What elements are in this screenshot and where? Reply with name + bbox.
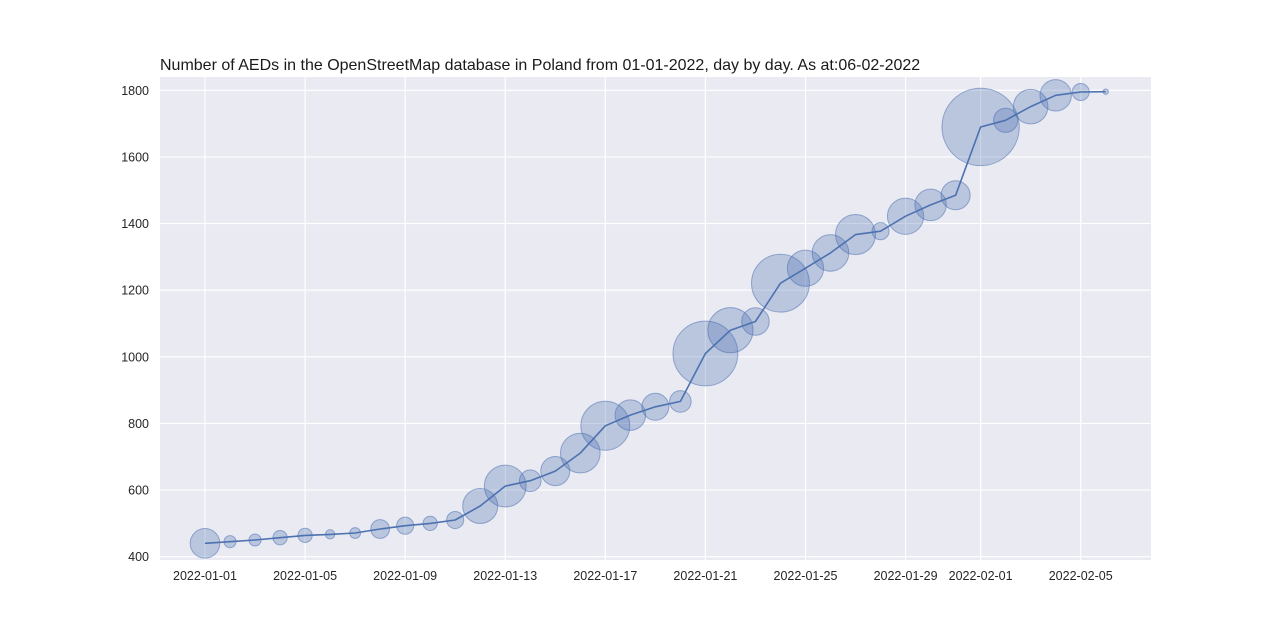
x-tick-label: 2022-01-01 bbox=[173, 569, 237, 583]
grid-lines bbox=[160, 77, 1151, 560]
data-point-bubble bbox=[189, 528, 221, 559]
x-tick-label: 2022-01-13 bbox=[473, 569, 537, 583]
x-axis-tick-labels: 2022-01-01 2022-01-05 2022-01-09 2022-01-13… bbox=[173, 569, 1113, 583]
y-tick-label: 1000 bbox=[121, 350, 149, 364]
x-tick-label: 2022-01-05 bbox=[273, 569, 337, 583]
series-line-group bbox=[204, 90, 1106, 545]
y-tick-label: 600 bbox=[128, 484, 149, 498]
x-tick-label: 2022-01-21 bbox=[673, 569, 737, 583]
series-line bbox=[204, 90, 1106, 545]
y-tick-label: 400 bbox=[128, 550, 149, 564]
chart-title: Number of AEDs in the OpenStreetMap data… bbox=[160, 57, 920, 74]
y-tick-label: 1600 bbox=[121, 150, 149, 164]
y-tick-label: 1200 bbox=[121, 284, 149, 298]
y-tick-label: 1800 bbox=[121, 84, 149, 98]
y-axis-tick-labels: 400 600 800 1000 1200 1400 1600 1800 bbox=[121, 84, 149, 564]
x-tick-label: 2022-02-01 bbox=[949, 569, 1013, 583]
x-tick-label: 2022-01-29 bbox=[874, 569, 938, 583]
x-tick-label: 2022-01-25 bbox=[774, 569, 838, 583]
y-tick-label: 1400 bbox=[121, 217, 149, 231]
x-tick-label: 2022-02-05 bbox=[1049, 569, 1113, 583]
x-tick-label: 2022-01-09 bbox=[373, 569, 437, 583]
y-tick-label: 800 bbox=[128, 417, 149, 431]
x-tick-label: 2022-01-17 bbox=[573, 569, 637, 583]
